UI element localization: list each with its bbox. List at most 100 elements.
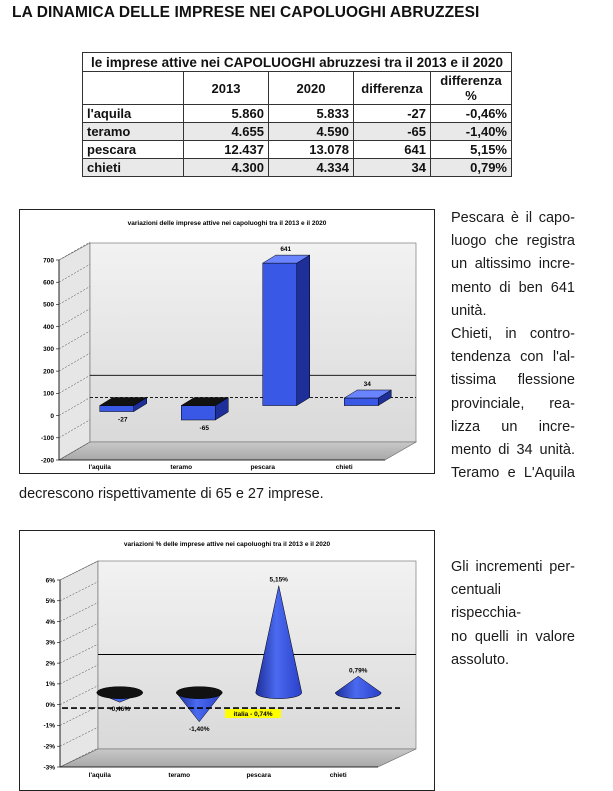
table-cell: 4.334: [268, 158, 354, 177]
chart-1-ytick-label: 100: [43, 391, 54, 398]
chart-1-bar: [261, 254, 311, 407]
chart-2-cone: [255, 585, 303, 699]
table-header-row: 2013 2020 differenza differenza %: [82, 71, 512, 105]
table-cell: -65: [353, 122, 431, 141]
chart-1-bar: [343, 389, 393, 407]
text-line: provinciale, rea-: [451, 395, 575, 412]
table-header-cell: [82, 71, 184, 105]
chart-2-back-wall: [97, 560, 417, 750]
table-cell: -27: [353, 104, 431, 123]
text-line: assoluto.: [451, 651, 510, 668]
chart-2-ytick-label: 0%: [46, 702, 56, 709]
chart-2-floor: [59, 748, 417, 768]
chart-1-data-label: 34: [364, 381, 372, 388]
table-row: pescara 12.437 13.078 641 5,15%: [82, 140, 512, 159]
table-cell: 5,15%: [430, 140, 512, 159]
chart-1-ytick-label: 0: [50, 413, 54, 420]
text-line: unità.: [451, 302, 487, 319]
chart-1-ytick-label: -100: [41, 435, 54, 442]
chart-2-category-label: pescara: [246, 772, 271, 779]
chart-2-gridline: [59, 581, 99, 602]
table-row: chieti 4.300 4.334 34 0,79%: [82, 158, 512, 177]
chart-2-cone: [175, 686, 223, 723]
chart-2-data-label: -1,40%: [189, 726, 210, 733]
chart-1-data-label: 641: [280, 246, 291, 253]
chart-1-gridline: [58, 441, 91, 461]
chart-1-svg: variazioni delle imprese attive nei capo…: [41, 220, 418, 471]
table-header-cell: differenza %: [430, 71, 512, 105]
chart-2-title: variazioni % delle imprese attive nei ca…: [124, 541, 331, 548]
chart-1-category-label: pescara: [250, 464, 275, 471]
chart-2-category-label: teramo: [168, 772, 190, 779]
chart-2-data-label: 5,15%: [270, 577, 289, 584]
table-cell: 4.655: [183, 122, 269, 141]
chart-2-cone: [334, 675, 382, 699]
page-title: LA DINAMICA DELLE IMPRESE NEI CAPOLUOGHI…: [12, 4, 480, 21]
chart-2-ytick-label: -2%: [43, 744, 55, 751]
text-commento-1-coda: decrescono rispettivamente di 65 e 27 im…: [19, 486, 324, 502]
text-line: centuali rispecchia-: [451, 582, 522, 622]
text-line: no quelli in valore: [451, 628, 575, 645]
chart-2-ytick-label: 3%: [46, 640, 56, 647]
table-row: teramo 4.655 4.590 -65 -1,40%: [82, 122, 512, 141]
chart-2-gridline: [59, 602, 99, 622]
chart-1-gridline: [58, 241, 91, 261]
chart-1-title: variazioni delle imprese attive nei capo…: [128, 220, 327, 227]
imprese-table: le imprese attive nei CAPOLUOGHI abruzze…: [82, 52, 512, 177]
chart-2-side-wall: [59, 560, 99, 768]
chart-1-category-label: chieti: [336, 464, 353, 471]
table-cell: 5.833: [268, 104, 354, 123]
text-line: tendenza con l'al-: [451, 349, 575, 366]
chart-2-italia-label: italia - 0,74%: [233, 711, 272, 718]
table-row: l'aquila 5.860 5.833 -27 -0,46%: [82, 104, 512, 123]
table-cell: -1,40%: [430, 122, 512, 141]
chart-1-category-label: l'aquila: [89, 464, 112, 471]
table-caption-row: le imprese attive nei CAPOLUOGHI abruzze…: [82, 52, 512, 72]
table-cell: -0,46%: [430, 104, 512, 123]
text-line: Chieti, in contro-: [451, 326, 575, 343]
text-line: lizza un incre-: [451, 418, 575, 435]
chart-1-ytick-label: 700: [43, 257, 54, 264]
chart-1-category-label: teramo: [170, 464, 192, 471]
chart-2-data-label: -0,46%: [109, 706, 130, 713]
table-cell: 641: [353, 140, 431, 159]
text-line: tissima flessione: [451, 372, 575, 389]
table-header-cell: 2013: [183, 71, 269, 105]
chart-1-gridline: [58, 330, 91, 350]
chart-1-bar: [98, 397, 148, 413]
chart-2-category-label: chieti: [330, 772, 347, 779]
chart-1-ytick-label: 300: [43, 346, 54, 353]
text-line: luogo che registra: [451, 233, 575, 250]
chart-2-category-label: l'aquila: [89, 772, 112, 779]
chart-1-ytick-label: 200: [43, 368, 54, 375]
text-commento-2: Gli incrementi per- centuali rispecchia-…: [451, 556, 575, 672]
chart-2-gridline: [59, 726, 99, 747]
chart-1-gridline: [58, 308, 91, 327]
chart-1-data-label: -27: [118, 417, 128, 424]
table-header-cell: 2020: [268, 71, 354, 105]
text-line: Gli incrementi per-: [451, 559, 575, 575]
chart-1-data-label: -65: [200, 425, 210, 432]
chart-1-ytick-label: 400: [43, 324, 54, 331]
table-header-cell: differenza: [353, 71, 431, 105]
text-commento-1: Pescara è il capo- luogo che registra un…: [451, 207, 575, 485]
chart-2-italia-label-bg: [225, 709, 281, 719]
table-cell: 34: [353, 158, 431, 177]
table-cell: 13.078: [268, 140, 354, 159]
chart-1-back-wall: [89, 242, 417, 443]
chart-imprese-assolute: variazioni delle imprese attive nei capo…: [19, 209, 435, 474]
chart-2-gridline: [59, 560, 99, 581]
chart-2-ytick-label: -3%: [43, 764, 55, 771]
text-line: un altissimo incre-: [451, 256, 575, 273]
chart-2-ytick-label: 2%: [46, 660, 56, 667]
text-line: Teramo e L'Aquila: [451, 465, 575, 482]
table-cell: 5.860: [183, 104, 269, 123]
text-line: mento di 34 unità.: [451, 442, 575, 459]
chart-1-bar: [180, 397, 230, 421]
table-cell: teramo: [82, 122, 184, 141]
chart-2-svg: variazioni % delle imprese attive nei ca…: [43, 541, 417, 779]
table-cell: 4.300: [183, 158, 269, 177]
chart-2-ytick-label: 6%: [46, 577, 56, 584]
table-cell: 4.590: [268, 122, 354, 141]
chart-2-ytick-label: 5%: [46, 598, 56, 605]
